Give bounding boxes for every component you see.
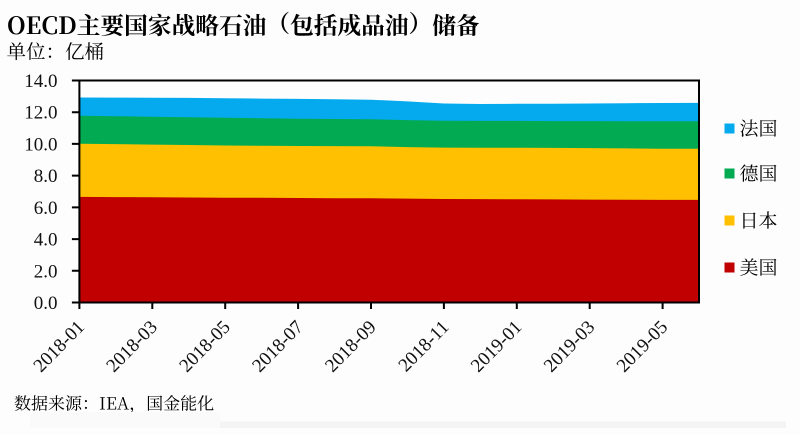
svg-text:2018-03: 2018-03 (103, 317, 162, 377)
svg-text:2019-03: 2019-03 (540, 317, 599, 377)
svg-text:2018-11: 2018-11 (395, 317, 454, 376)
svg-text:12.0: 12.0 (24, 103, 57, 124)
svg-text:2018-09: 2018-09 (321, 317, 380, 377)
svg-text:4.0: 4.0 (34, 230, 58, 251)
svg-text:2018-01: 2018-01 (30, 317, 89, 377)
svg-text:2018-07: 2018-07 (248, 317, 307, 377)
svg-text:8.0: 8.0 (34, 166, 58, 187)
svg-text:14.0: 14.0 (24, 71, 57, 92)
svg-text:2018-05: 2018-05 (175, 317, 234, 377)
svg-text:0.0: 0.0 (34, 293, 58, 314)
svg-text:2019-01: 2019-01 (467, 317, 526, 377)
svg-text:6.0: 6.0 (34, 198, 58, 219)
svg-text:10.0: 10.0 (24, 134, 57, 155)
svg-text:2019-05: 2019-05 (613, 317, 672, 377)
svg-text:2.0: 2.0 (34, 261, 58, 282)
